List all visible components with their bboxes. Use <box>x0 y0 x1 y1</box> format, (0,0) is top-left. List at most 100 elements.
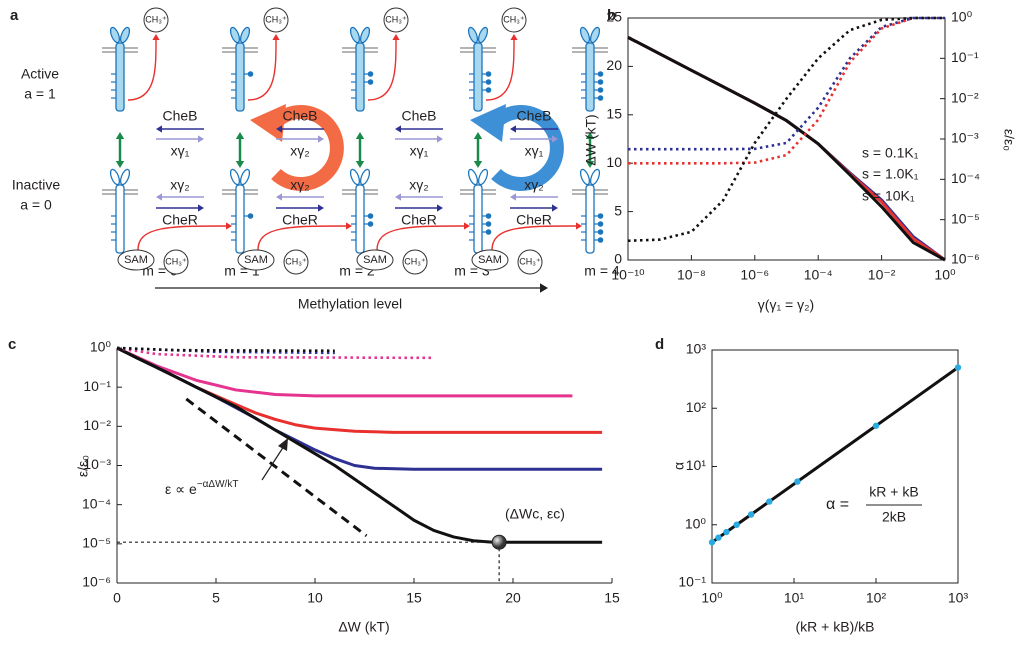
cycle-arrowhead <box>250 104 286 142</box>
methyl-group <box>367 71 374 77</box>
enzyme-label: CheR <box>401 212 437 228</box>
methyl-group <box>485 221 492 227</box>
rate-label: xγ₂ <box>409 177 428 193</box>
enzyme-label: CheR <box>282 212 318 228</box>
receptor-arm <box>119 168 131 186</box>
release-arrow <box>485 39 515 101</box>
receptor-arm <box>239 26 251 44</box>
arrowhead <box>437 204 443 212</box>
cycle-arrow <box>271 105 344 191</box>
y-tick-label: 10⁰ <box>685 515 707 531</box>
arrowhead <box>198 135 204 143</box>
receptor-arm <box>109 168 121 186</box>
methyl-group <box>597 71 604 77</box>
methyl-group <box>485 71 492 77</box>
methyl-group <box>597 213 604 219</box>
methyl-group <box>247 213 254 219</box>
series-line <box>627 16 945 243</box>
y-tick-label: 10¹ <box>686 457 707 473</box>
y-tick-label: 10⁻¹ <box>83 378 111 394</box>
arrowhead <box>510 193 516 201</box>
x-tick-label: 10⁻⁸ <box>677 267 706 283</box>
rate-label: xγ₁ <box>410 143 429 159</box>
arrowhead <box>152 34 160 40</box>
methylation-axis-label: Methylation level <box>298 296 402 312</box>
receptor-arm <box>579 26 591 44</box>
arrowhead <box>156 193 162 201</box>
methyl-group <box>247 71 254 77</box>
y-axis-label: ΔW (kT) <box>583 114 599 165</box>
y-tick-label: 10⁻⁶ <box>82 574 111 590</box>
y-tick-label: 15 <box>606 106 622 122</box>
point <box>794 478 801 485</box>
series-line <box>116 346 603 434</box>
enzyme-label: CheB <box>401 108 436 124</box>
receptor-arm <box>239 168 251 186</box>
methyl-group <box>367 79 374 85</box>
methyl-group <box>597 237 604 243</box>
arrowhead <box>552 204 558 212</box>
x-tick-label: 10⁻⁶ <box>740 267 769 283</box>
x-tick-label: 20 <box>505 590 521 606</box>
arrowhead <box>552 135 558 143</box>
receptor-body <box>585 184 595 254</box>
receptor-body <box>355 184 365 254</box>
x-tick-label: 10⁻² <box>868 267 896 283</box>
y2-tick-label: 10⁻⁵ <box>951 210 980 226</box>
donor-bubble <box>356 249 394 271</box>
methyl-bubble <box>283 249 309 275</box>
arrowhead <box>318 135 324 143</box>
annotation-exponent: −αΔW/kT <box>197 479 239 490</box>
y2-tick-label: 10⁻⁶ <box>951 251 980 267</box>
donor-arrow <box>491 225 577 251</box>
enzyme-label: CheB <box>282 108 317 124</box>
receptor-arm <box>589 26 601 44</box>
rate-label: xγ₂ <box>524 177 543 193</box>
state-label: Active <box>21 66 59 82</box>
enzyme-label: CheB <box>162 108 197 124</box>
y-tick-label: 0 <box>614 251 622 267</box>
methyl-group <box>485 87 492 93</box>
point <box>872 422 880 429</box>
cycle-arrowhead <box>470 104 506 142</box>
formula-lhs: α = <box>826 496 849 513</box>
arrowhead <box>318 204 324 212</box>
rate-label: xγ₂ <box>290 177 309 193</box>
cycle-arrow <box>491 105 564 191</box>
y-tick-label: 20 <box>606 57 622 73</box>
release-arrow <box>367 39 397 101</box>
arrowhead <box>198 204 204 212</box>
series-line <box>627 36 946 262</box>
plot-frame <box>711 349 959 584</box>
y-axis-label: ε/ε₀ <box>75 455 91 477</box>
arrowhead <box>115 161 125 168</box>
receptor-arm <box>359 26 371 44</box>
point <box>715 534 722 541</box>
methyl-group <box>367 221 374 227</box>
x-axis-label: ΔW (kT) <box>338 619 389 635</box>
receptor-arm <box>359 168 371 186</box>
rate-label: xγ₁ <box>171 143 190 159</box>
arrowhead <box>156 125 162 133</box>
arrowhead <box>355 132 365 139</box>
methyl-group <box>597 87 604 93</box>
y-tick-label: 10⁰ <box>90 339 112 355</box>
point <box>708 539 716 546</box>
methyl-bubble <box>163 249 189 275</box>
methyl-group <box>597 79 604 85</box>
methyl-bubble <box>263 7 289 33</box>
methyl-group <box>485 79 492 85</box>
methyl-text: CH₃⁺ <box>519 256 541 266</box>
y-tick-label: 10⁻⁴ <box>82 495 111 511</box>
receptor-arm <box>229 168 241 186</box>
point <box>766 498 773 505</box>
arrowhead <box>235 132 245 139</box>
donor-text: SAM <box>244 254 268 266</box>
methyl-text: CH₃⁺ <box>265 14 287 24</box>
x-tick-label: 10¹ <box>784 590 805 606</box>
receptor-arm <box>349 26 361 44</box>
arrowhead <box>540 283 548 293</box>
x-tick-label: 10⁰ <box>934 267 956 283</box>
y2-tick-label: 10⁻³ <box>951 130 979 146</box>
